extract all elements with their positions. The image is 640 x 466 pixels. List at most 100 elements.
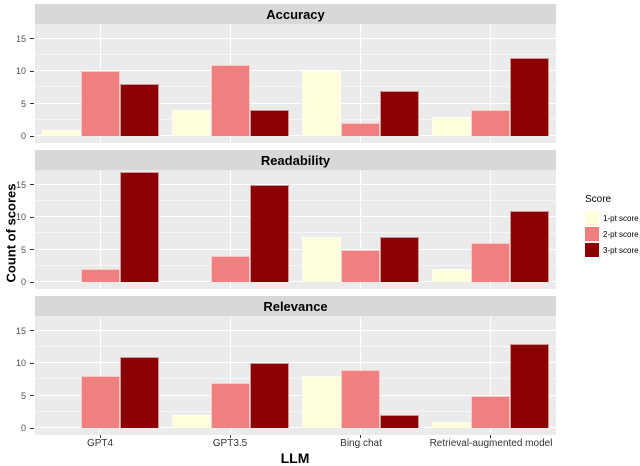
major-gridline (35, 394, 556, 396)
bar-readability-gpt3-5-2-pt-score (210, 256, 250, 282)
bar-readability-bing-chat-1-pt-score (302, 236, 342, 282)
x-tick-mark (490, 435, 492, 438)
bar-accuracy-gpt4-3-pt-score (119, 84, 159, 136)
y-tick-mark (30, 330, 34, 331)
bar-relevance-gpt3-5-1-pt-score (171, 415, 211, 428)
y-tick-mark (30, 362, 34, 364)
y-tick-mark (30, 70, 34, 72)
bar-readability-bing-chat-3-pt-score (380, 236, 420, 282)
x-axis-labels: GPT4 GPT3.5 Bing chat Retrieval-augmente… (0, 438, 640, 452)
major-gridline (35, 70, 556, 71)
x-tick-label-gpt4: GPT4 (86, 438, 114, 449)
bar-relevance-bing-chat-3-pt-score (380, 415, 420, 428)
y-tick-label: 15 (15, 33, 26, 44)
y-tick-mark (30, 281, 34, 283)
x-tick-label-bing-chat: Bing chat (340, 438, 382, 449)
y-tick-mark (30, 395, 34, 396)
facet-row-accuracy: Accuracy 0 5 10 15 (0, 4, 640, 143)
bar-relevance-gpt4-3-pt-score (119, 356, 159, 428)
bar-relevance-bing-chat-2-pt-score (341, 369, 381, 428)
y-tick-label: 0 (20, 423, 26, 433)
facet-strip-readability: Readability (35, 150, 556, 170)
legend-label-2pt: 2-pt score (603, 229, 639, 239)
bar-readability-retrieval-augmented-model-2-pt-score (471, 243, 511, 282)
bar-relevance-retrieval-augmented-model-1-pt-score (432, 421, 472, 428)
minor-gridline (35, 86, 556, 88)
y-tick-label: 0 (20, 131, 26, 141)
vertical-gridline (360, 24, 362, 143)
major-gridline (35, 281, 556, 282)
bar-readability-retrieval-augmented-model-1-pt-score (432, 269, 472, 282)
legend-label-1pt: 1-pt score (603, 213, 639, 223)
legend-item-2pt: 2-pt score (585, 227, 640, 241)
legend-item-1pt: 1-pt score (585, 211, 640, 225)
minor-gridline (35, 264, 556, 266)
minor-gridline (35, 53, 556, 55)
major-gridline (35, 329, 556, 331)
minor-gridline (35, 232, 556, 234)
legend-title: Score (585, 194, 612, 205)
minor-gridline (35, 410, 556, 412)
major-gridline (35, 135, 556, 136)
y-tick-label: 5 (20, 98, 26, 109)
y-tick-label: 15 (15, 179, 26, 190)
bar-readability-gpt4-2-pt-score (80, 269, 120, 282)
bar-relevance-retrieval-augmented-model-2-pt-score (471, 395, 511, 428)
vertical-gridline (490, 316, 492, 435)
bar-accuracy-gpt3-5-2-pt-score (210, 64, 250, 136)
major-gridline (35, 248, 556, 250)
x-tick-mark (229, 435, 231, 438)
y-tick-label: 0 (20, 277, 26, 287)
bar-relevance-bing-chat-1-pt-score (302, 376, 342, 428)
major-gridline (35, 37, 556, 39)
bar-readability-gpt3-5-3-pt-score (249, 184, 289, 282)
y-tick-label: 15 (15, 325, 26, 336)
major-gridline (35, 216, 556, 217)
y-tick-mark (30, 216, 34, 218)
bar-accuracy-bing-chat-1-pt-score (302, 71, 342, 136)
bar-accuracy-gpt4-1-pt-score (41, 129, 81, 136)
major-gridline (35, 427, 556, 428)
y-tick-label: 5 (20, 390, 26, 401)
bar-readability-retrieval-augmented-model-3-pt-score (510, 210, 550, 282)
bar-readability-gpt4-3-pt-score (119, 171, 159, 282)
legend-swatch-3pt (585, 243, 599, 257)
vertical-gridline (99, 170, 101, 289)
facet-title: Accuracy (266, 6, 325, 22)
major-gridline (35, 102, 556, 104)
vertical-gridline (360, 170, 362, 289)
minor-gridline (35, 118, 556, 120)
bar-accuracy-bing-chat-3-pt-score (380, 90, 420, 136)
vertical-gridline (229, 316, 231, 435)
legend-swatch-2pt (585, 227, 599, 241)
bar-accuracy-retrieval-augmented-model-3-pt-score (510, 58, 550, 136)
vertical-gridline (229, 170, 231, 289)
facet-row-readability: Readability 0 5 10 15 (0, 150, 640, 289)
bar-accuracy-gpt4-2-pt-score (80, 71, 120, 136)
minor-gridline (35, 199, 556, 201)
y-tick-mark (30, 249, 34, 250)
panel-relevance (35, 316, 556, 435)
y-tick-mark (30, 427, 34, 429)
bar-accuracy-bing-chat-2-pt-score (341, 123, 381, 136)
vertical-gridline (99, 316, 101, 435)
x-tick-mark (360, 435, 362, 438)
bar-accuracy-gpt3-5-3-pt-score (249, 110, 289, 136)
y-tick-mark (30, 38, 34, 39)
panel-accuracy (35, 24, 556, 143)
panel-readability (35, 170, 556, 289)
legend-swatch-1pt (585, 211, 599, 225)
bar-relevance-gpt3-5-2-pt-score (210, 382, 250, 428)
bar-relevance-gpt3-5-3-pt-score (249, 363, 289, 428)
y-tick-mark (30, 135, 34, 137)
bar-accuracy-gpt3-5-1-pt-score (171, 110, 211, 136)
y-tick-label: 5 (20, 244, 26, 255)
minor-gridline (35, 378, 556, 380)
facet-title: Relevance (263, 298, 328, 314)
vertical-gridline (490, 24, 492, 143)
legend-label-3pt: 3-pt score (603, 245, 639, 255)
vertical-gridline (490, 170, 492, 289)
facet-strip-accuracy: Accuracy (35, 4, 556, 24)
major-gridline (35, 362, 556, 363)
